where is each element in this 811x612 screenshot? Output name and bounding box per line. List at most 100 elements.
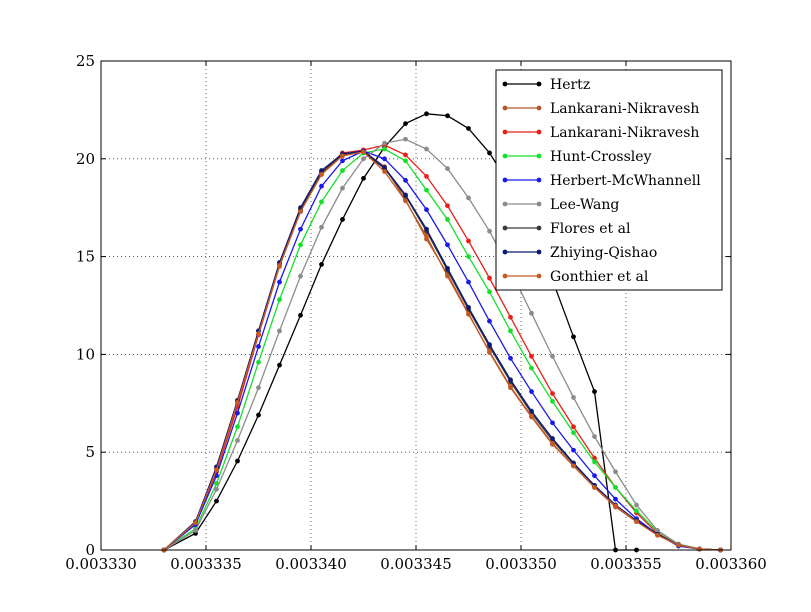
data-point [256, 385, 261, 391]
x-tick-label: 0.003330 [65, 555, 137, 573]
data-point [319, 262, 324, 267]
data-point [445, 242, 450, 248]
data-point [466, 311, 471, 317]
data-point [550, 398, 555, 404]
data-point [424, 187, 429, 193]
data-point [277, 279, 282, 285]
data-point [529, 408, 534, 414]
data-point [550, 441, 555, 446]
data-point [529, 310, 534, 316]
data-point [403, 158, 408, 164]
data-point [403, 152, 408, 158]
data-point [277, 362, 282, 368]
x-tick-label: 0.003360 [695, 555, 767, 573]
data-point [256, 331, 261, 337]
data-point [319, 168, 324, 173]
data-point [487, 228, 492, 234]
legend-marker [536, 105, 542, 111]
series-group [161, 111, 723, 553]
data-point [214, 467, 219, 473]
data-point [340, 217, 345, 222]
data-point [298, 312, 303, 318]
data-point [550, 420, 555, 426]
series-8 [161, 149, 723, 553]
legend-entry: Lankarani-Nikravesh [502, 101, 699, 117]
legend-marker [502, 153, 508, 159]
data-point [256, 344, 261, 349]
data-point [634, 502, 639, 508]
data-point [382, 146, 387, 152]
data-point [613, 496, 618, 502]
data-point [634, 519, 639, 525]
data-point [529, 365, 534, 371]
data-point [235, 438, 240, 443]
data-point [382, 156, 387, 162]
data-point [508, 377, 513, 383]
data-point [319, 199, 324, 205]
legend-marker [502, 201, 508, 207]
legend-label: Lankarani-Nikravesh [550, 101, 699, 117]
data-point [382, 165, 387, 171]
legend-entry: Lee-Wang [502, 197, 619, 213]
data-point [235, 424, 240, 430]
data-point [382, 140, 387, 146]
data-point [466, 238, 471, 244]
data-point [613, 503, 618, 509]
data-point [508, 328, 513, 334]
data-point [340, 168, 345, 173]
legend-marker [502, 177, 508, 183]
data-point [487, 318, 492, 324]
data-point [634, 508, 639, 514]
y-tick-label: 10 [76, 345, 95, 363]
legend-entry: Hertz [502, 77, 590, 93]
legend-marker [536, 153, 542, 159]
data-point [298, 209, 303, 215]
data-point [571, 463, 576, 469]
data-point [550, 436, 555, 441]
data-point [340, 158, 345, 164]
data-point [529, 353, 534, 359]
data-point [214, 486, 219, 492]
y-tick-label: 5 [85, 443, 95, 461]
data-point [508, 314, 513, 320]
data-point [508, 355, 513, 361]
legend-marker [502, 81, 508, 87]
data-point [613, 485, 618, 490]
data-point [256, 412, 261, 418]
data-point [466, 279, 471, 285]
data-point [445, 265, 450, 271]
data-point [487, 342, 492, 348]
legend-marker [536, 81, 542, 87]
data-point [361, 149, 366, 155]
data-point [424, 233, 429, 239]
data-point [445, 273, 450, 279]
data-point [214, 498, 219, 504]
data-point [487, 275, 492, 281]
data-point [592, 459, 597, 465]
legend-entry: Flores et al [502, 221, 631, 237]
data-point [298, 242, 303, 248]
legend-marker [536, 177, 542, 183]
legend-label: Lankarani-Nikravesh [550, 125, 699, 141]
legend-entry: Gonthier et al [502, 269, 649, 285]
data-point [571, 395, 576, 400]
legend-marker [502, 273, 508, 279]
data-point [571, 430, 576, 436]
data-point [655, 532, 660, 538]
data-point [487, 289, 492, 295]
data-point [592, 389, 597, 394]
data-point [319, 172, 324, 177]
data-point [466, 305, 471, 310]
legend-marker [536, 225, 542, 231]
legend-marker [536, 129, 542, 135]
x-tick-label: 0.003350 [485, 555, 557, 573]
data-point [592, 473, 597, 479]
data-point [361, 156, 366, 162]
data-point [214, 481, 219, 486]
data-point [445, 166, 450, 171]
data-point [235, 458, 240, 464]
ticks: 0.003330 0.003335 0.003340 0.003345 0.003350… [65, 52, 767, 573]
data-point [676, 542, 681, 548]
data-point [466, 195, 471, 201]
data-point [298, 273, 303, 279]
